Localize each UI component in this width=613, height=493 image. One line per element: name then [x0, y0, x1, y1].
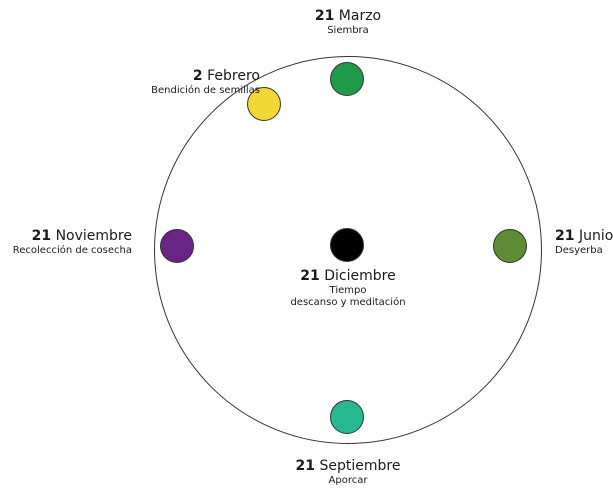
septiembre-day: 21	[295, 458, 316, 474]
dot-marzo	[330, 62, 364, 96]
septiembre-desc: Aporcar	[328, 474, 368, 486]
diciembre-desc-2: descanso y meditación	[290, 296, 406, 308]
marzo-desc: Siembra	[327, 24, 369, 36]
noviembre-day: 21	[31, 228, 52, 244]
dot-diciembre	[330, 228, 364, 262]
label-noviembre: 21 Noviembre Recolección de cosecha	[2, 228, 132, 257]
febrero-day: 2	[192, 68, 203, 84]
dot-noviembre	[160, 229, 194, 263]
label-febrero: 2 Febrero Bendición de semillas	[60, 68, 260, 97]
febrero-desc: Bendición de semillas	[151, 84, 260, 96]
label-diciembre: 21 Diciembre Tiempo descanso y meditació…	[263, 268, 433, 309]
label-septiembre: 21 Septiembre Aporcar	[273, 458, 423, 487]
dot-febrero	[247, 87, 281, 121]
dot-junio	[493, 229, 527, 263]
marzo-month: Marzo	[338, 8, 382, 24]
label-junio: 21 Junio Desyerba	[555, 228, 613, 257]
noviembre-desc: Recolección de cosecha	[12, 244, 132, 256]
septiembre-month: Septiembre	[319, 458, 401, 474]
junio-desc: Desyerba	[555, 244, 603, 256]
marzo-day: 21	[314, 8, 335, 24]
junio-month: Junio	[578, 228, 613, 244]
dot-septiembre	[330, 400, 364, 434]
cycle-ring	[154, 56, 542, 444]
diciembre-day: 21	[300, 268, 320, 284]
noviembre-month: Noviembre	[55, 228, 132, 244]
label-marzo: 21 Marzo Siembra	[283, 8, 413, 37]
diciembre-month: Diciembre	[324, 268, 396, 284]
diciembre-desc-1: Tiempo	[329, 284, 367, 296]
junio-day: 21	[555, 228, 575, 244]
febrero-month: Febrero	[207, 68, 260, 84]
